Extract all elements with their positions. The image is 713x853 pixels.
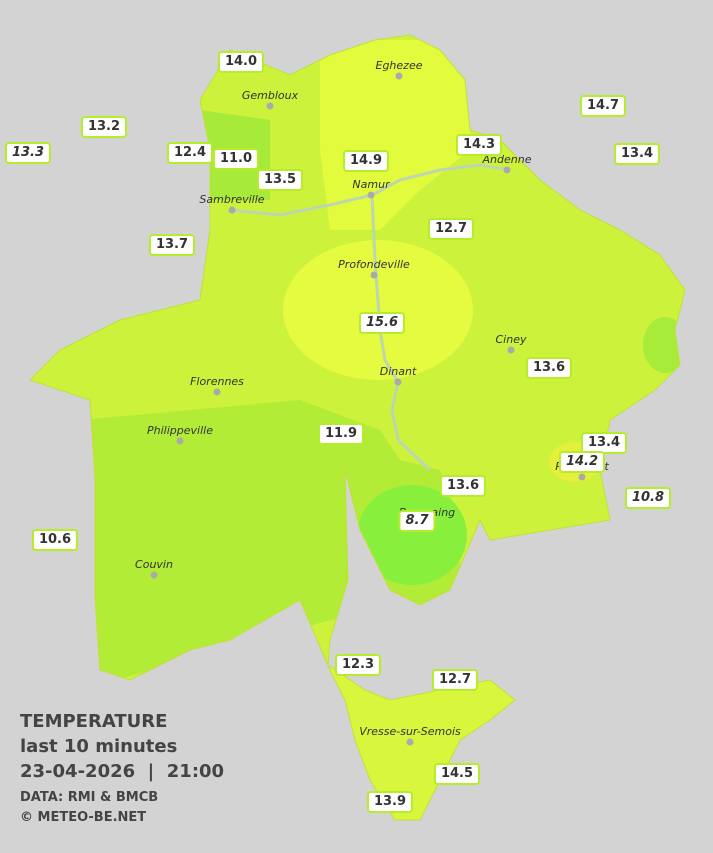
station-value: 12.7 xyxy=(427,218,475,240)
town-dot xyxy=(213,388,221,396)
town-dot xyxy=(578,473,586,481)
town-label: Eghezee xyxy=(376,59,423,72)
town-label: Vresse-sur-Semois xyxy=(359,725,461,738)
station-value: 11.0 xyxy=(212,148,260,170)
town-dot xyxy=(507,346,515,354)
station-value: 12.3 xyxy=(334,654,382,676)
towns: Eghezee Gembloux Andenne Namur Sambreville Pr… xyxy=(135,59,609,746)
source: DATA: RMI & BMCB xyxy=(20,790,159,805)
station-value: 13.7 xyxy=(148,234,196,256)
station-value: 14.2 xyxy=(558,451,606,473)
station-value: 14.0 xyxy=(217,51,265,73)
town-dot xyxy=(228,206,236,214)
station-value: 12.7 xyxy=(431,669,479,691)
station-value: 14.7 xyxy=(579,95,627,117)
town-label: Andenne xyxy=(482,153,532,166)
credit: © METEO-BE.NET xyxy=(20,810,147,825)
town-dot xyxy=(176,437,184,445)
station-value: 13.5 xyxy=(256,169,304,191)
station-value: 13.4 xyxy=(613,143,661,165)
town-label: Profondeville xyxy=(338,258,410,271)
town-dot xyxy=(394,378,402,386)
town-label: Philippeville xyxy=(147,424,213,437)
station-value: 13.6 xyxy=(525,357,573,379)
town-label: Florennes xyxy=(190,375,244,388)
town-dot xyxy=(150,571,158,579)
station-value: 8.7 xyxy=(398,510,436,532)
town-label: Couvin xyxy=(135,558,173,571)
town-dot xyxy=(395,72,403,80)
station-value: 11.9 xyxy=(317,423,365,445)
station-value: 13.3 xyxy=(4,142,52,164)
town-dot xyxy=(367,191,375,199)
subtitle: last 10 minutes xyxy=(20,736,178,757)
station-value: 13.9 xyxy=(366,791,414,813)
town-dot xyxy=(370,271,378,279)
datetime: 23-04-2026 | 21:00 xyxy=(20,761,225,782)
station-value: 13.2 xyxy=(80,116,128,138)
town-label: Sambreville xyxy=(199,193,264,206)
title: TEMPERATURE xyxy=(20,711,168,732)
station-value: 13.6 xyxy=(439,475,487,497)
town-label: Namur xyxy=(352,178,391,191)
town-label: Ciney xyxy=(496,333,527,346)
town-dot xyxy=(503,166,511,174)
town-dot xyxy=(266,102,274,110)
station-value: 14.3 xyxy=(455,134,503,156)
station-value: 14.5 xyxy=(433,763,481,785)
river xyxy=(229,163,511,472)
station-value: 14.9 xyxy=(342,150,390,172)
station-value: 15.6 xyxy=(358,312,406,334)
station-value: 10.8 xyxy=(624,487,672,509)
station-value: 12.4 xyxy=(166,142,214,164)
town-label: Gembloux xyxy=(242,89,299,102)
town-label: Dinant xyxy=(380,365,417,378)
town-dot xyxy=(406,738,414,746)
station-value: 10.6 xyxy=(31,529,79,551)
